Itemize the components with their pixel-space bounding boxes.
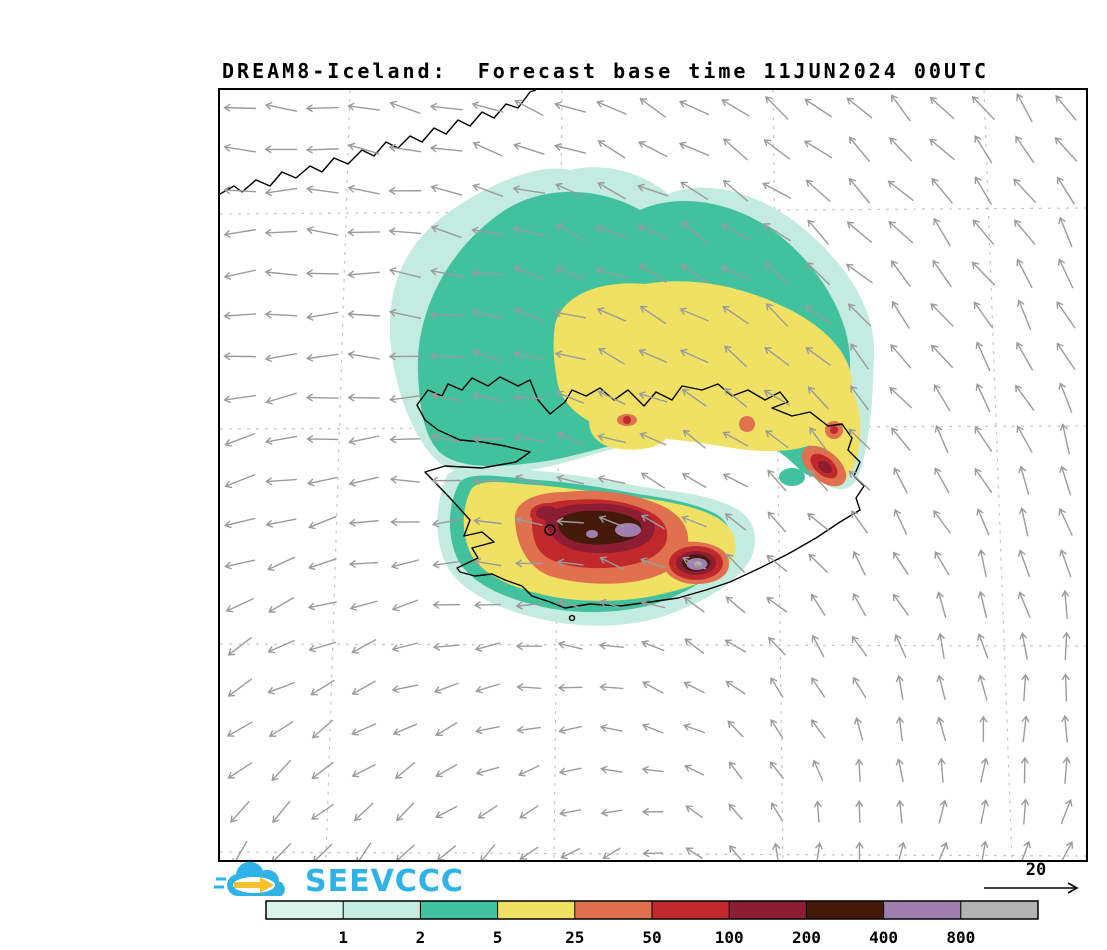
contour-region xyxy=(739,416,755,432)
contour-region xyxy=(694,561,702,567)
motion-lines xyxy=(214,877,226,889)
lake-outline xyxy=(544,524,556,536)
coastline-layer xyxy=(220,90,865,622)
svg-text:25: 25 xyxy=(565,928,584,947)
greenland-coastline xyxy=(220,90,537,195)
seevccc-logo-text: SEEVCCC xyxy=(305,863,464,899)
contour-region xyxy=(586,530,598,538)
wind-reference-arrow xyxy=(984,882,1079,894)
wind-reference: 20 xyxy=(984,861,1079,894)
title-line-1: DREAM8-Iceland: Forecast base time 11JUN… xyxy=(222,59,990,83)
contour-region xyxy=(557,510,642,545)
wind-arrows-layer xyxy=(223,93,1078,860)
svg-text:100: 100 xyxy=(715,928,744,947)
seevccc-cloud-icon xyxy=(214,861,285,896)
contour-region xyxy=(830,426,838,434)
concentration-legend: 1 2 5 25 50 100 200 400 800 xyxy=(265,900,1039,947)
svg-text:5: 5 xyxy=(493,928,503,947)
contour-region xyxy=(623,416,631,424)
svg-text:2: 2 xyxy=(416,928,426,947)
island-outline xyxy=(568,614,576,622)
legend-colorbar: 1 2 5 25 50 100 200 400 800 xyxy=(265,900,1039,947)
contour-region xyxy=(779,468,805,486)
svg-text:200: 200 xyxy=(792,928,821,947)
svg-text:50: 50 xyxy=(642,928,661,947)
svg-text:1: 1 xyxy=(338,928,348,947)
contour-region xyxy=(818,460,832,474)
svg-text:400: 400 xyxy=(869,928,898,947)
seevccc-logo: SEEVCCC xyxy=(214,860,464,902)
iceland-coastline xyxy=(416,376,865,609)
svg-text:800: 800 xyxy=(946,928,975,947)
dust-concentration-contours xyxy=(389,167,875,626)
wind-reference-value: 20 xyxy=(1026,861,1046,880)
forecast-map xyxy=(218,88,1088,862)
logo-arrow xyxy=(234,877,274,893)
contour-region xyxy=(536,506,558,520)
